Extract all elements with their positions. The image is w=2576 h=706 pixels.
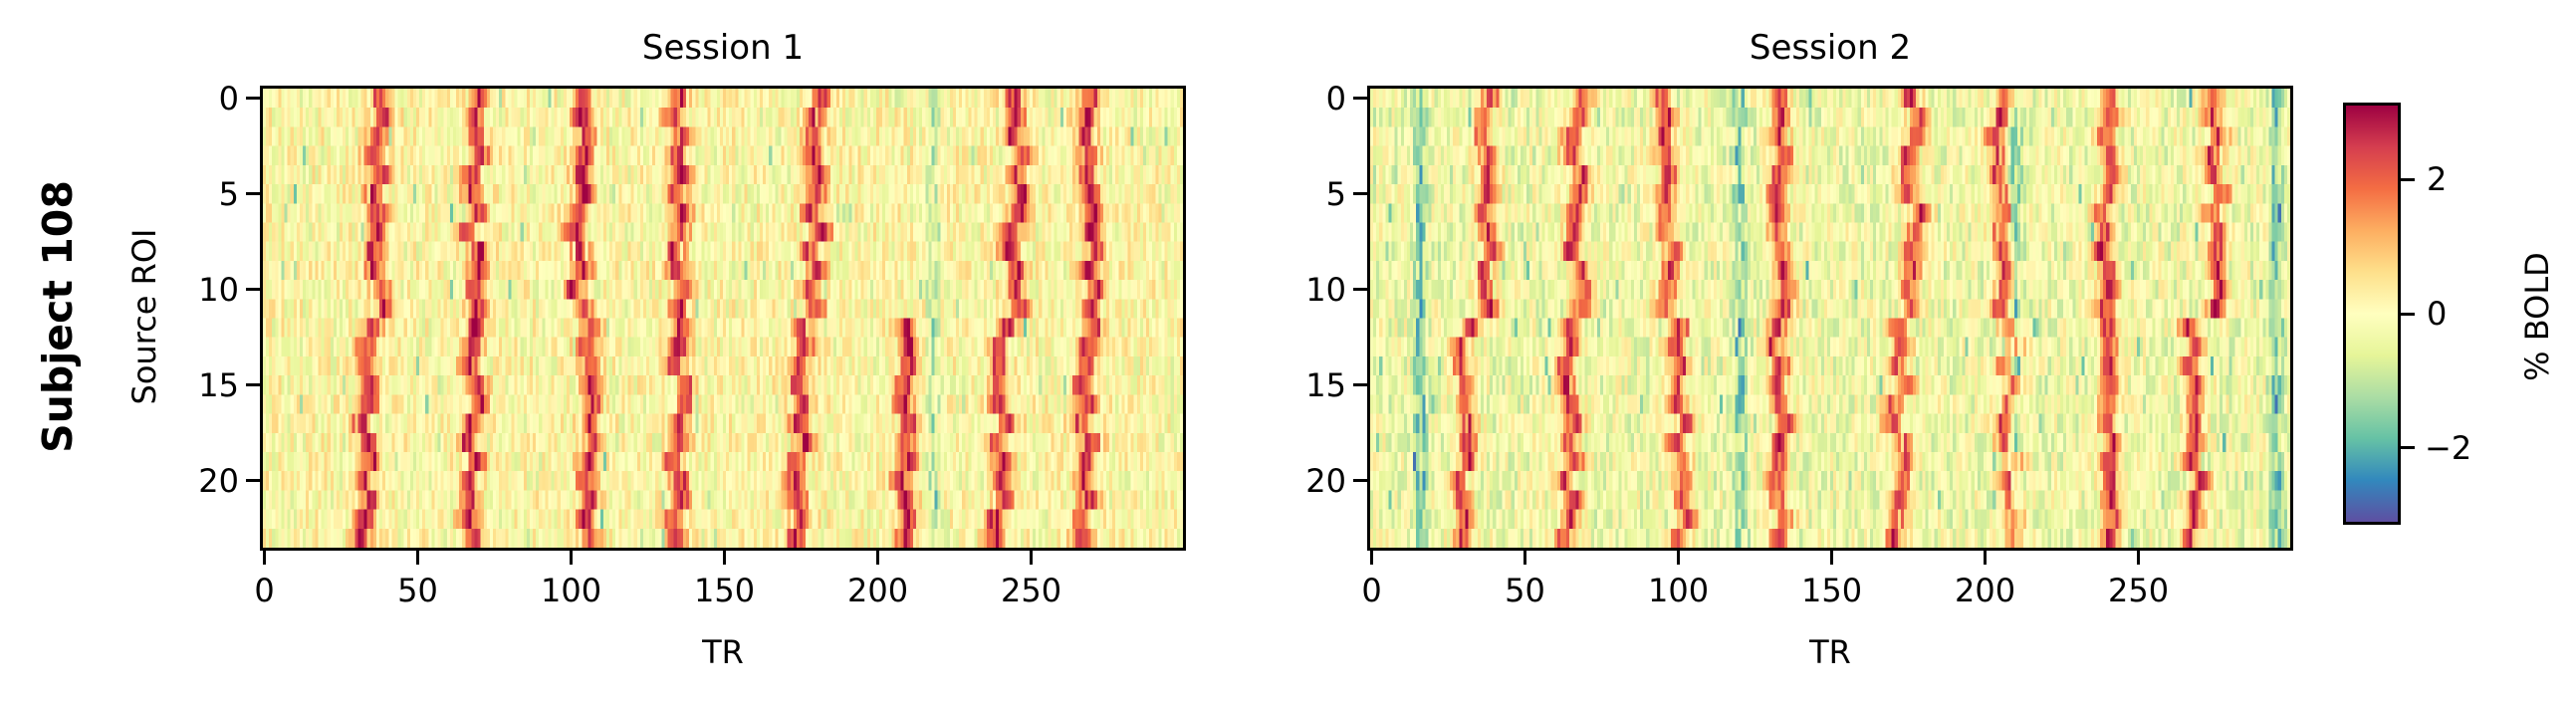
colorbar-tick-mark — [2401, 177, 2415, 181]
y-tick-mark — [1353, 192, 1367, 196]
y-tick-label: 0 — [218, 79, 239, 118]
x-tick-label: 200 — [846, 572, 909, 609]
x-tick-mark — [263, 551, 267, 565]
y-tick-label: 20 — [1305, 461, 1346, 500]
heatmap-canvas-session-2 — [1370, 89, 2290, 548]
colorbar — [2343, 103, 2401, 525]
x-tick-label: 150 — [693, 572, 756, 609]
x-tick-label: 100 — [1647, 572, 1710, 609]
colorbar-tick-mark — [2401, 446, 2415, 450]
y-tick-mark — [1353, 97, 1367, 101]
y-tick-label: 5 — [1325, 174, 1346, 213]
x-tick-label: 200 — [1954, 572, 2016, 609]
x-tick-label: 250 — [1000, 572, 1062, 609]
x-tick-label: 50 — [1505, 572, 1545, 609]
x-tick-mark — [1370, 551, 1374, 565]
y-tick-label: 15 — [1305, 365, 1346, 404]
x-tick-label: 0 — [1361, 572, 1382, 609]
y-tick-mark — [246, 97, 260, 101]
y-tick-label: 10 — [198, 270, 239, 309]
y-tick-label: 15 — [198, 365, 239, 404]
x-tick-mark — [1984, 551, 1988, 565]
y-tick-label: 10 — [1305, 270, 1346, 309]
x-tick-label: 0 — [254, 572, 275, 609]
x-tick-label: 100 — [540, 572, 602, 609]
x-tick-mark — [416, 551, 420, 565]
subject-label-text: Subject 108 — [34, 180, 82, 453]
x-tick-mark — [876, 551, 880, 565]
x-axis-label-session-2: TR — [1809, 633, 1851, 671]
colorbar-tick-label: 2 — [2427, 160, 2448, 199]
x-tick-label: 50 — [397, 572, 438, 609]
heatmap-session-1 — [260, 86, 1186, 551]
y-tick-mark — [246, 288, 260, 292]
panel-1-title: Session 1 — [641, 28, 805, 68]
colorbar-tick-label: 0 — [2427, 295, 2448, 333]
heatmap-canvas-session-1 — [263, 89, 1183, 548]
x-tick-mark — [1030, 551, 1034, 565]
panel-2-title: Session 2 — [1749, 28, 1912, 68]
y-tick-label: 0 — [1325, 79, 1346, 118]
heatmap-session-2 — [1367, 86, 2293, 551]
x-tick-mark — [1677, 551, 1681, 565]
y-tick-label: 5 — [218, 174, 239, 213]
x-tick-label: 150 — [1800, 572, 1863, 609]
y-axis-label: Source ROI — [125, 228, 163, 405]
y-tick-mark — [246, 383, 260, 387]
x-tick-label: 250 — [2107, 572, 2170, 609]
y-tick-mark — [1353, 383, 1367, 387]
subject-row-label: Subject 108 — [28, 86, 88, 548]
y-tick-mark — [246, 479, 260, 483]
y-tick-mark — [1353, 479, 1367, 483]
colorbar-label: % BOLD — [2518, 252, 2556, 381]
x-axis-label-session-1: TR — [702, 633, 744, 671]
x-tick-mark — [723, 551, 727, 565]
x-tick-mark — [1523, 551, 1527, 565]
colorbar-tick-mark — [2401, 312, 2415, 316]
y-tick-label: 20 — [198, 461, 239, 500]
x-tick-mark — [2137, 551, 2141, 565]
x-tick-mark — [570, 551, 574, 565]
x-tick-mark — [1830, 551, 1834, 565]
y-tick-mark — [1353, 288, 1367, 292]
y-tick-mark — [246, 192, 260, 196]
colorbar-tick-label: −2 — [2425, 428, 2472, 467]
